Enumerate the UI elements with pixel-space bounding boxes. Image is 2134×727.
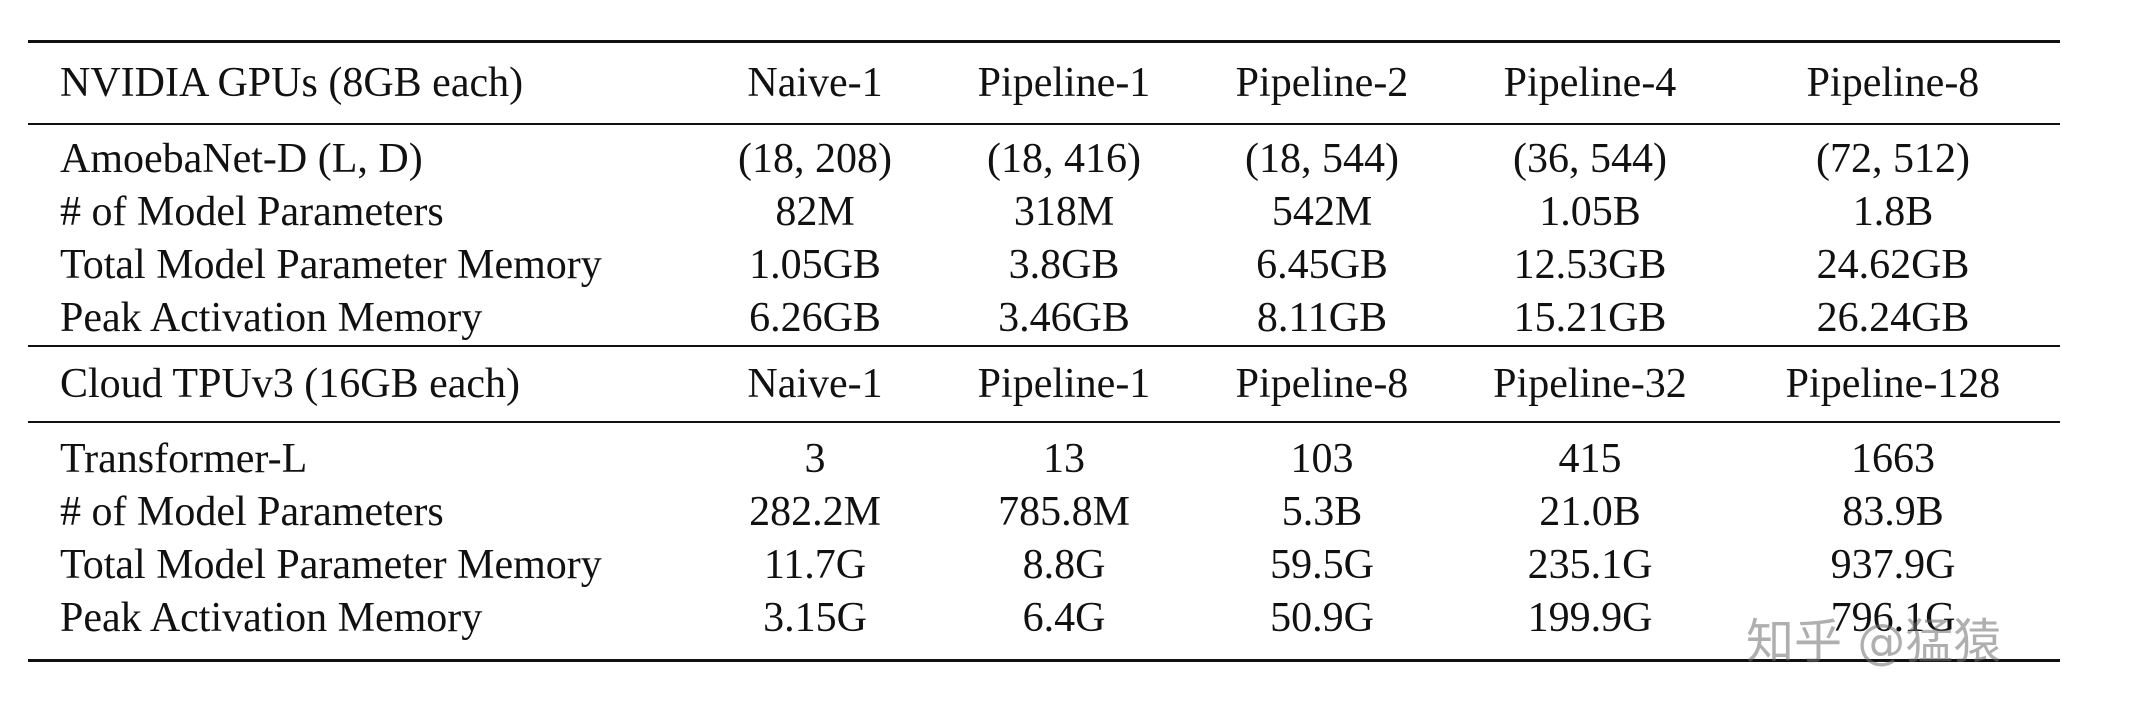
tpu-section: Transformer-L 3 13 103 415 1663 # of Mod…	[28, 423, 2060, 659]
header-rule	[28, 123, 2060, 125]
table-cell: (18, 208)	[738, 136, 892, 182]
table-row: Peak Activation Memory 6.26GB 3.46GB 8.1…	[28, 292, 2060, 345]
table-cell: 8.11GB	[1256, 295, 1388, 341]
gpu-header: NVIDIA GPUs (8GB each) Naive-1 Pipeline-…	[28, 43, 2060, 125]
table-cell: (72, 512)	[1816, 136, 1970, 182]
header-cell: NVIDIA GPUs (8GB each)	[60, 60, 524, 106]
table-cell: 3.15G	[763, 595, 867, 641]
table-row: Peak Activation Memory 3.15G 6.4G 50.9G …	[28, 592, 2060, 659]
table-cell: 785.8M	[998, 489, 1130, 535]
gpu-section: AmoebaNet-D (L, D) (18, 208) (18, 416) (…	[28, 125, 2060, 347]
header-row: NVIDIA GPUs (8GB each) Naive-1 Pipeline-…	[28, 43, 2060, 123]
table-cell: 103	[1290, 436, 1354, 482]
table-cell: 13	[1043, 436, 1085, 482]
table-cell: 1.8B	[1852, 189, 1934, 235]
header-cell: Naive-1	[747, 361, 883, 407]
table-cell: (36, 544)	[1513, 136, 1667, 182]
header-cell: Pipeline-32	[1493, 361, 1687, 407]
table-cell: 6.4G	[1022, 595, 1106, 641]
row-label: # of Model Parameters	[60, 489, 444, 535]
table-cell: 3.46GB	[998, 295, 1130, 341]
table-cell: 59.5G	[1270, 542, 1374, 588]
table-cell: 21.0B	[1539, 489, 1641, 535]
table-row: AmoebaNet-D (L, D) (18, 208) (18, 416) (…	[28, 125, 2060, 186]
row-label: # of Model Parameters	[60, 189, 444, 235]
table-cell: 11.7G	[763, 542, 867, 588]
bottom-rule	[28, 659, 2060, 662]
table-cell: 1.05B	[1539, 189, 1641, 235]
header-cell: Pipeline-1	[977, 361, 1151, 407]
table-cell: 282.2M	[749, 489, 881, 535]
table-cell: 6.26GB	[749, 295, 881, 341]
top-rule	[28, 40, 2060, 43]
row-label: Total Model Parameter Memory	[60, 542, 602, 588]
row-label: Total Model Parameter Memory	[60, 242, 602, 288]
header-rule	[28, 421, 2060, 423]
table-cell: 3	[804, 436, 826, 482]
header-cell: Pipeline-8	[1806, 60, 1980, 106]
table-cell: 8.8G	[1022, 542, 1106, 588]
table-cell: 12.53GB	[1513, 242, 1667, 288]
table-cell: 50.9G	[1270, 595, 1374, 641]
table-row: Total Model Parameter Memory 1.05GB 3.8G…	[28, 239, 2060, 292]
header-row: Cloud TPUv3 (16GB each) Naive-1 Pipeline…	[28, 347, 2060, 421]
table-cell: 415	[1558, 436, 1622, 482]
table-cell: 3.8GB	[1008, 242, 1120, 288]
section-rule	[28, 345, 2060, 347]
header-cell: Naive-1	[747, 60, 883, 106]
table-cell: 24.62GB	[1816, 242, 1970, 288]
table-cell: 83.9B	[1842, 489, 1944, 535]
table-cell: 542M	[1271, 189, 1373, 235]
table-cell: 796.1G	[1830, 595, 1956, 641]
table-cell: 937.9G	[1830, 542, 1956, 588]
row-label: Peak Activation Memory	[60, 595, 483, 641]
header-cell: Pipeline-4	[1503, 60, 1677, 106]
row-label: Peak Activation Memory	[60, 295, 483, 341]
table-cell: 26.24GB	[1816, 295, 1970, 341]
header-cell: Pipeline-8	[1235, 361, 1409, 407]
header-cell: Pipeline-2	[1235, 60, 1409, 106]
table-cell: 82M	[775, 189, 855, 235]
table-cell: 1663	[1851, 436, 1935, 482]
table-cell: (18, 544)	[1245, 136, 1399, 182]
header-cell: Pipeline-128	[1785, 361, 2001, 407]
header-cell: Cloud TPUv3 (16GB each)	[60, 361, 521, 407]
table-cell: 1.05GB	[749, 242, 881, 288]
table-cell: 5.3B	[1281, 489, 1363, 535]
table-cell: 199.9G	[1527, 595, 1653, 641]
table-row: Transformer-L 3 13 103 415 1663	[28, 423, 2060, 486]
header-cell: Pipeline-1	[977, 60, 1151, 106]
results-table: NVIDIA GPUs (8GB each) Naive-1 Pipeline-…	[28, 40, 2060, 662]
tpu-header: Cloud TPUv3 (16GB each) Naive-1 Pipeline…	[28, 347, 2060, 423]
comparison-table: NVIDIA GPUs (8GB each) Naive-1 Pipeline-…	[28, 43, 2060, 659]
table-row: # of Model Parameters 282.2M 785.8M 5.3B…	[28, 486, 2060, 539]
row-label: AmoebaNet-D (L, D)	[60, 136, 423, 182]
table-cell: 6.45GB	[1256, 242, 1388, 288]
table-row: # of Model Parameters 82M 318M 542M 1.05…	[28, 186, 2060, 239]
table-cell: 15.21GB	[1513, 295, 1667, 341]
table-cell: 318M	[1013, 189, 1115, 235]
table-cell: 235.1G	[1527, 542, 1653, 588]
table-cell: (18, 416)	[987, 136, 1141, 182]
row-label: Transformer-L	[60, 436, 308, 482]
table-row: Total Model Parameter Memory 11.7G 8.8G …	[28, 539, 2060, 592]
